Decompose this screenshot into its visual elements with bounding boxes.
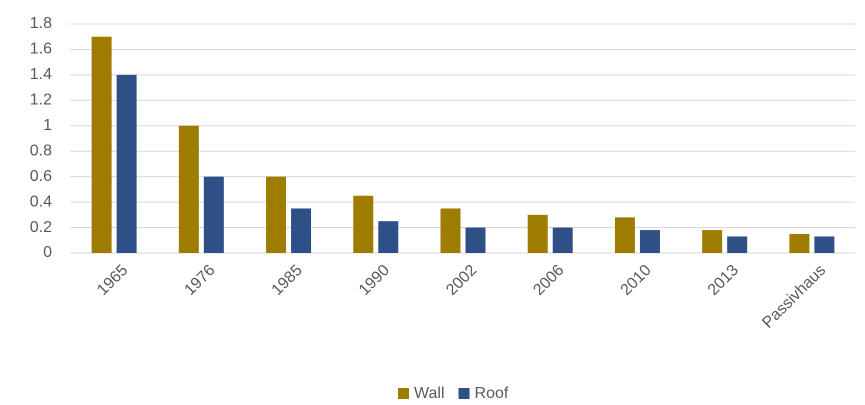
y-tick-label: 1: [43, 117, 52, 134]
x-tick-label: 1965: [94, 262, 131, 299]
bar: [727, 236, 748, 253]
y-tick-label: 0.8: [30, 142, 52, 159]
bar: [527, 214, 548, 253]
bar: [639, 230, 660, 253]
y-tick-label: 0: [43, 244, 52, 261]
y-tick-label: 1.2: [30, 92, 52, 109]
bar: [291, 208, 312, 253]
bar: [465, 227, 486, 253]
bar: [378, 221, 399, 253]
bar: [814, 236, 835, 253]
bar: [266, 176, 287, 253]
x-tick-label: 2010: [618, 262, 655, 299]
x-tick-label: 1976: [181, 262, 218, 299]
y-tick-label: 0.2: [30, 219, 52, 236]
x-tick-label: 1990: [356, 262, 393, 299]
x-tick-label: 2006: [530, 262, 567, 299]
legend-label: Roof: [475, 385, 509, 402]
x-tick-label: 2013: [705, 262, 742, 299]
y-tick-label: 1.4: [30, 66, 52, 83]
legend-swatch: [458, 388, 470, 399]
bar: [614, 217, 635, 253]
bar: [178, 125, 199, 253]
bar: [203, 176, 224, 253]
legend-label: Wall: [414, 385, 445, 402]
y-tick-label: 0.6: [30, 168, 52, 185]
bar: [702, 230, 723, 253]
legend-swatch: [398, 388, 409, 399]
x-tick-label: 1985: [269, 262, 306, 299]
bar: [353, 195, 374, 253]
y-tick-label: 1.6: [30, 41, 52, 58]
y-tick-label: 1.8: [30, 15, 52, 32]
bar: [440, 208, 461, 253]
x-tick-label: Passivhaus: [759, 262, 829, 332]
y-tick-label: 0.4: [30, 193, 52, 210]
bar: [552, 227, 573, 253]
bar: [789, 233, 810, 253]
x-tick-label: 2002: [443, 262, 480, 299]
bar: [91, 36, 112, 253]
bar: [116, 74, 137, 253]
